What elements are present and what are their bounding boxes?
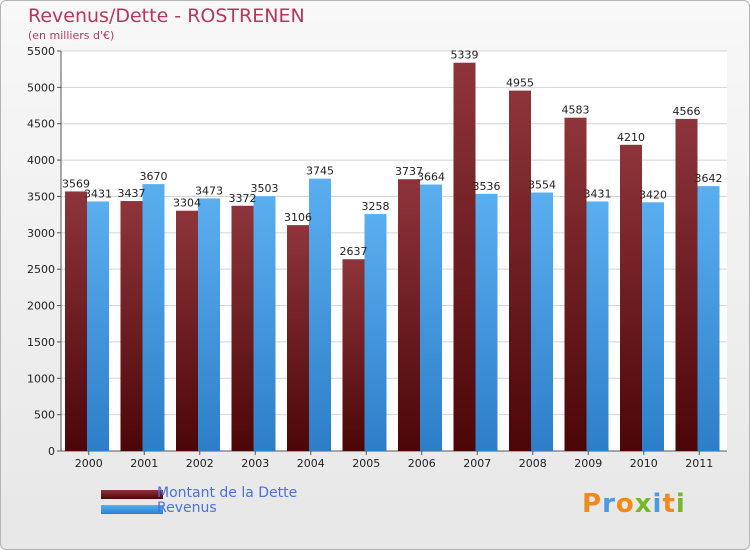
bar-revenue bbox=[87, 201, 109, 451]
bar-revenue bbox=[198, 198, 220, 451]
data-label-revenue: 3431 bbox=[584, 187, 612, 200]
legend-swatch-debt bbox=[101, 490, 163, 499]
chart-subtitle: (en milliers d'€) bbox=[28, 29, 115, 42]
data-label-debt: 4955 bbox=[506, 77, 534, 90]
logo-letter: i bbox=[652, 489, 663, 519]
bar-debt bbox=[620, 144, 642, 451]
y-tick-label: 4500 bbox=[27, 118, 55, 131]
y-tick-label: 3000 bbox=[27, 227, 55, 240]
y-tick-label: 5500 bbox=[27, 45, 55, 58]
y-tick-label: 2500 bbox=[27, 263, 55, 276]
y-tick-label: 1000 bbox=[27, 372, 55, 385]
x-tick-label: 2002 bbox=[186, 457, 214, 470]
data-label-debt: 4566 bbox=[673, 105, 701, 118]
x-tick-label: 2008 bbox=[519, 457, 547, 470]
bar-debt bbox=[342, 259, 365, 451]
data-label-debt: 5339 bbox=[451, 49, 479, 62]
logo-letter: x bbox=[634, 489, 653, 519]
bar-revenue bbox=[309, 178, 331, 452]
x-tick-label: 2010 bbox=[630, 457, 658, 470]
data-label-revenue: 3642 bbox=[695, 172, 723, 185]
logo-letter: t bbox=[662, 489, 676, 519]
bar-debt bbox=[176, 210, 198, 451]
bar-revenue bbox=[531, 192, 553, 451]
bar-debt bbox=[675, 118, 698, 451]
x-tick-label: 2001 bbox=[130, 457, 158, 470]
bar-debt bbox=[231, 205, 254, 451]
data-label-revenue: 3745 bbox=[306, 165, 334, 178]
data-label-debt: 3569 bbox=[62, 177, 90, 190]
x-tick-label: 2005 bbox=[352, 457, 380, 470]
data-label-debt: 3106 bbox=[284, 211, 312, 224]
data-label-debt: 3304 bbox=[173, 197, 201, 210]
x-tick-label: 2004 bbox=[297, 457, 325, 470]
data-label-debt: 2637 bbox=[340, 245, 368, 258]
plot-area bbox=[61, 51, 727, 451]
data-label-debt: 4583 bbox=[562, 104, 590, 117]
data-label-debt: 4210 bbox=[617, 131, 645, 144]
data-label-debt: 3437 bbox=[118, 187, 146, 200]
bar-revenue bbox=[642, 202, 664, 451]
data-label-revenue: 3420 bbox=[639, 188, 667, 201]
bar-revenue bbox=[253, 196, 276, 451]
bar-debt bbox=[453, 62, 476, 451]
y-tick-label: 500 bbox=[34, 409, 55, 422]
bar-debt bbox=[398, 179, 420, 451]
y-tick-label: 2000 bbox=[27, 300, 55, 313]
x-tick-label: 2009 bbox=[574, 457, 602, 470]
y-tick-label: 4000 bbox=[27, 154, 55, 167]
data-label-debt: 3737 bbox=[395, 165, 423, 178]
logo-letter: r bbox=[602, 489, 616, 519]
x-tick-label: 2006 bbox=[408, 457, 436, 470]
bar-debt bbox=[287, 225, 309, 451]
x-tick-label: 2011 bbox=[685, 457, 713, 470]
y-tick-label: 3500 bbox=[27, 190, 55, 203]
bar-revenue bbox=[475, 193, 498, 451]
data-label-revenue: 3503 bbox=[251, 182, 279, 195]
data-label-revenue: 3473 bbox=[195, 184, 223, 197]
bar-debt bbox=[65, 191, 87, 451]
data-label-revenue: 3664 bbox=[417, 171, 445, 184]
legend-label-revenue: Revenus bbox=[157, 500, 217, 516]
bar-revenue bbox=[697, 186, 720, 452]
bar-debt bbox=[564, 117, 587, 451]
logo-letter: o bbox=[615, 489, 635, 519]
bar-revenue bbox=[586, 201, 609, 451]
legend-swatch-revenue bbox=[101, 505, 163, 514]
bar-revenue bbox=[420, 184, 442, 451]
y-tick-label: 0 bbox=[48, 445, 55, 458]
data-label-revenue: 3258 bbox=[362, 200, 390, 213]
data-label-debt: 3372 bbox=[229, 192, 257, 205]
proxiti-logo[interactable]: Proxiti bbox=[582, 489, 686, 519]
data-label-revenue: 3536 bbox=[473, 180, 501, 193]
logo-letter: P bbox=[582, 489, 603, 519]
x-tick-label: 2003 bbox=[241, 457, 269, 470]
y-tick-label: 1500 bbox=[27, 336, 55, 349]
bar-debt bbox=[120, 201, 143, 451]
bar-revenue bbox=[364, 214, 387, 451]
chart-title: Revenus/Dette - ROSTRENEN bbox=[28, 5, 305, 27]
data-label-revenue: 3554 bbox=[528, 179, 556, 192]
x-tick-label: 2007 bbox=[463, 457, 491, 470]
y-tick-label: 5000 bbox=[27, 81, 55, 94]
data-label-revenue: 3431 bbox=[84, 187, 112, 200]
legend-label-debt: Montant de la Dette bbox=[157, 485, 298, 501]
x-tick-label: 2000 bbox=[75, 457, 103, 470]
bar-revenue bbox=[142, 184, 165, 451]
logo-letter: i bbox=[675, 489, 686, 519]
bar-debt bbox=[509, 90, 531, 452]
data-label-revenue: 3670 bbox=[140, 170, 168, 183]
